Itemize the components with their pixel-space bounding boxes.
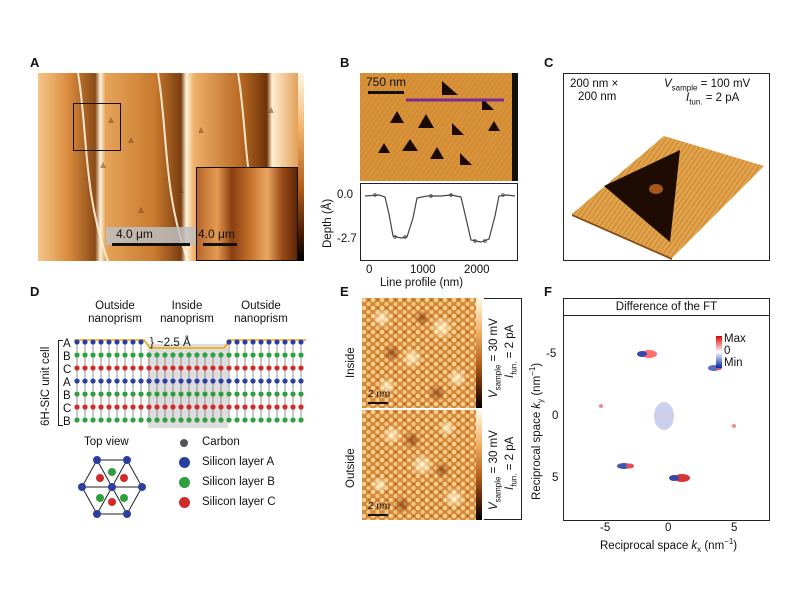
ft-y-axis-label: Reciprocal space ky (nm−1) — [528, 362, 546, 500]
scale-bar-label-main: 4.0 μm — [116, 227, 153, 241]
colorbar-e-outside — [476, 410, 482, 520]
step-height-label: } ~2.5 Å — [150, 337, 191, 349]
x-tick-1000: 1000 — [410, 264, 436, 276]
stm-image-outside: 2 nm — [362, 410, 476, 520]
ft-x-tick-neg5: -5 — [600, 522, 611, 534]
cond-i-inside: Ifun. = 2 pA — [504, 324, 519, 378]
colorbar-e-inside — [476, 298, 482, 408]
row-label-inside: Inside — [345, 347, 357, 378]
panel-label-a: A — [30, 55, 40, 70]
vsample-label: Vsample = 100 mV — [664, 78, 751, 93]
y-axis-label-b: Depth (Å) — [322, 198, 334, 248]
scale-bar-main — [112, 243, 190, 246]
scale-bar-label-e-outside: 2 nm — [368, 501, 391, 512]
panel-label-b: B — [340, 55, 350, 70]
col-header-inside: Inside nanoprism — [160, 300, 214, 325]
legend-label-carbon: Carbon — [202, 436, 240, 448]
scale-bar-label-b: 750 nm — [366, 75, 407, 89]
x-tick-2000: 2000 — [464, 264, 490, 276]
scale-bar-label-e-inside: 2 nm — [368, 389, 391, 400]
legend-swatch-si-a — [179, 457, 190, 468]
y-tick-neg: -2.7 — [337, 233, 357, 245]
scale-bar-e-inside — [368, 402, 388, 404]
row-label-outside: Outside — [345, 448, 357, 488]
legend-label-si-c: Silicon layer C — [202, 496, 276, 508]
afm-3d-image-c: 200 nm × 200 nm Vsample = 100 mV Itun. =… — [563, 73, 770, 261]
ft-y-tick-5: 5 — [552, 472, 559, 484]
ft-y-tick-neg5: -5 — [546, 348, 557, 360]
panel-label-d: D — [30, 284, 40, 299]
cond-i-outside: Ifun. = 2 pA — [504, 436, 519, 490]
scale-bar-label-main-bg — [106, 227, 196, 245]
col-header-outside-left: Outside nanoprism — [88, 300, 142, 325]
size-line2: 200 nm — [578, 91, 617, 103]
conditions-box — [484, 298, 522, 520]
top-view-label: Top view — [84, 436, 129, 448]
panel-label-f: F — [544, 284, 552, 299]
ft-cbar-mid: 0 — [724, 345, 731, 357]
panel-label-e: E — [340, 284, 349, 299]
size-line1: 200 nm × — [570, 78, 619, 90]
scale-bar-inset — [203, 243, 237, 246]
scale-bar-e-outside — [368, 514, 388, 516]
afm-image-a: 4.0 μm 4.0 μm — [38, 72, 298, 262]
unit-cell-label: 6H-SiC unit cell — [40, 346, 52, 426]
colorbar-b — [512, 73, 518, 181]
legend-d: Carbon Silicon layer A Silicon layer B S… — [179, 436, 310, 526]
line-profile-plot — [360, 183, 518, 261]
afm-image-b: 750 nm — [360, 73, 512, 181]
layer-labels: A B C A B C B — [63, 338, 72, 428]
ft-title-box: Difference of the FT — [563, 298, 770, 316]
stm-image-inside: 2 nm — [362, 298, 476, 408]
legend-label-si-a: Silicon layer A — [202, 456, 275, 468]
ft-x-axis-label: Reciprocal space kx (nm−1) — [600, 537, 738, 555]
inset-image — [196, 167, 298, 261]
top-view-hexagon — [72, 452, 152, 522]
ft-difference-map: Max 0 Min — [563, 315, 770, 521]
col-header-outside-right: Outside nanoprism — [234, 300, 288, 325]
ft-title: Difference of the FT — [615, 301, 718, 313]
ft-cbar-min: Min — [724, 357, 743, 369]
ft-x-tick-5: 5 — [731, 522, 738, 534]
legend-swatch-si-c — [179, 497, 190, 508]
y-tick-0: 0.0 — [337, 189, 353, 201]
ft-colorbar — [716, 336, 722, 368]
legend-swatch-si-b — [179, 477, 190, 488]
unit-cell-bracket — [58, 340, 63, 426]
itun-label: Itun. = 2 pA — [686, 92, 740, 107]
crystal-side-view — [74, 334, 306, 432]
scale-bar-b — [368, 91, 404, 94]
x-tick-0: 0 — [366, 264, 373, 276]
legend-label-si-b: Silicon layer B — [202, 476, 275, 488]
legend-swatch-carbon — [180, 439, 188, 447]
zoom-region-box — [73, 103, 121, 151]
cond-v-outside: Vsample = 30 mV — [488, 430, 503, 510]
colorbar-a — [298, 73, 304, 261]
panel-label-c: C — [544, 55, 554, 70]
scale-bar-label-inset: 4.0 μm — [198, 227, 235, 241]
ft-x-tick-0: 0 — [665, 522, 672, 534]
ft-cbar-max: Max — [724, 333, 746, 345]
cond-v-inside: Vsample = 30 mV — [488, 318, 503, 398]
ft-y-tick-0: 0 — [552, 410, 559, 422]
x-axis-label-b: Line profile (nm) — [380, 277, 464, 289]
line-profile-curve — [364, 193, 516, 243]
